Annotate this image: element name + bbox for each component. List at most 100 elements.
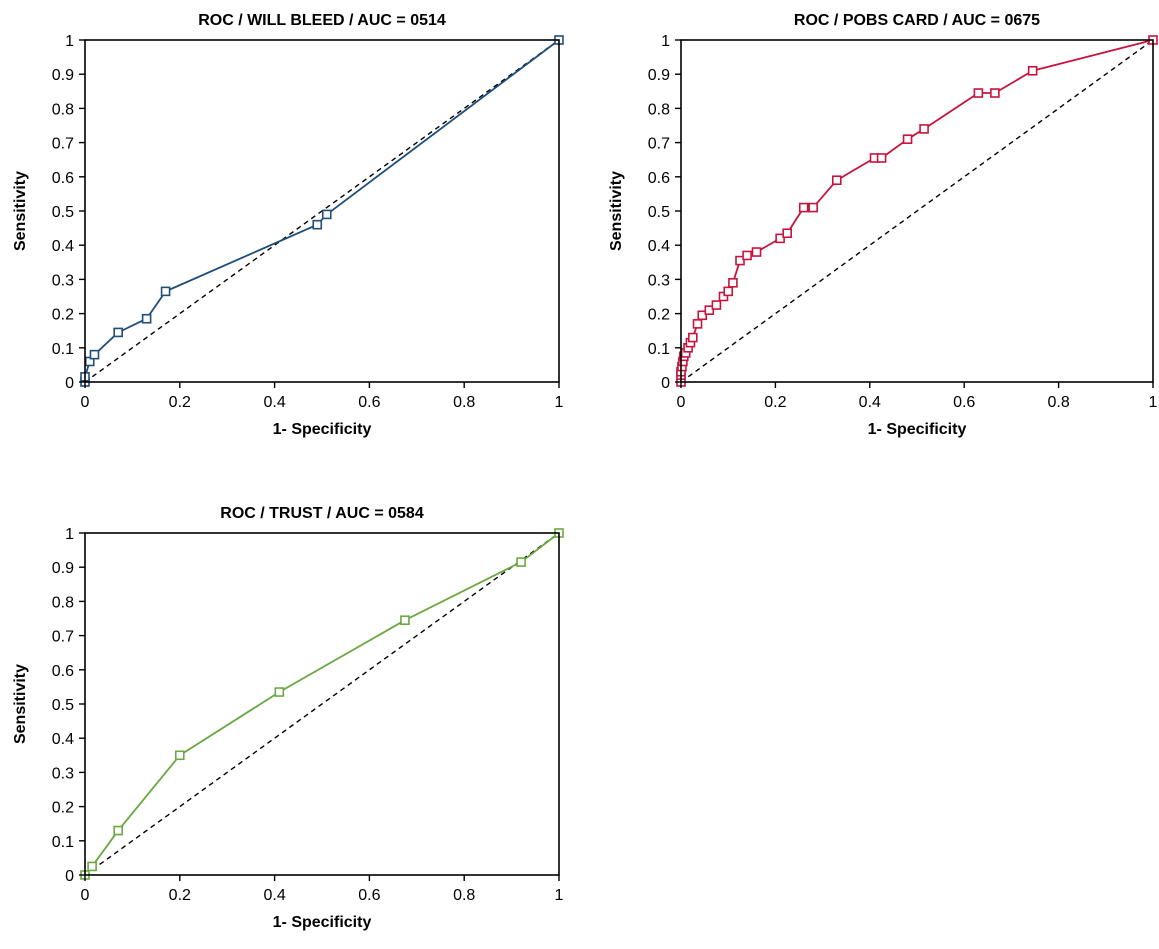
x-tick-label: 0	[81, 887, 90, 904]
roc-point	[274, 687, 285, 697]
roc-point	[735, 255, 745, 266]
y-tick-label: 0.7	[52, 136, 74, 153]
reference-diagonal-line	[84, 532, 560, 876]
roc-point	[751, 247, 762, 257]
roc-point	[1027, 65, 1038, 76]
x-tick-label: 0.4	[263, 394, 285, 411]
roc-point	[919, 124, 929, 134]
roc-point	[902, 134, 913, 144]
chart-panels: ROC / WILL BLEED / AUC = 0514 0 0.2 0.4 0.6 0…	[12, 12, 1158, 931]
roc-point	[711, 300, 722, 310]
y-tick-label: 0.8	[648, 101, 670, 118]
x-tick-label: 0.4	[859, 394, 881, 411]
x-tick-label: 0.6	[358, 394, 380, 411]
y-tick-label: 0.1	[52, 834, 74, 851]
roc-point	[798, 202, 809, 213]
y-tick-label: 1	[65, 526, 74, 543]
roc-point	[742, 250, 752, 261]
roc-point	[973, 88, 984, 98]
y-tick-label: 0.3	[52, 272, 74, 289]
y-axis-label: Sensitivity	[12, 171, 29, 251]
x-tick-label: 1	[1149, 394, 1158, 411]
x-tick-label: 0	[677, 394, 686, 411]
y-tick-label: 0.3	[52, 765, 74, 782]
x-tick-label: 0.2	[169, 887, 191, 904]
chart-title: ROC / WILL BLEED / AUC = 0514	[198, 12, 446, 29]
roc-curve-line	[84, 39, 560, 382]
roc-point	[87, 861, 97, 872]
x-axis-label: 1- Specificity	[273, 421, 372, 438]
roc-point	[113, 825, 123, 836]
x-tick-label: 1	[555, 394, 564, 411]
y-axis-label: Sensitivity	[608, 171, 625, 251]
y-tick-label: 0.8	[52, 594, 74, 611]
y-tick-label: 0	[65, 375, 74, 392]
roc-curve-line	[84, 532, 560, 876]
roc-point	[175, 750, 185, 761]
roc-point	[687, 332, 698, 343]
x-tick-label: 0.6	[953, 394, 975, 411]
y-tick-label: 0.6	[52, 663, 74, 680]
roc-point	[160, 286, 171, 297]
y-tick-label: 0.6	[648, 170, 670, 187]
y-tick-label: 0.9	[52, 67, 74, 84]
y-tick-label: 0.5	[52, 697, 74, 714]
x-tick-label: 0.2	[764, 394, 786, 411]
roc-point	[141, 313, 152, 324]
roc-point	[728, 278, 738, 288]
y-tick-label: 0.9	[648, 67, 670, 84]
roc-panel: ROC / POBS CARD / AUC = 0675 0 0.2 0.4 0.6 0.…	[608, 12, 1158, 438]
y-tick-label: 0.2	[52, 307, 74, 324]
y-tick-label: 0.5	[52, 204, 74, 221]
y-tick-label: 0.2	[648, 307, 670, 324]
y-tick-label: 0.7	[648, 136, 670, 153]
roc-panel: ROC / TRUST / AUC = 0584 0 0.2 0.4 0.6 0.8 1 0 0…	[12, 505, 564, 931]
y-tick-label: 0.1	[648, 341, 670, 358]
y-tick-label: 0.4	[648, 238, 670, 255]
roc-point	[723, 286, 734, 297]
roc-point	[704, 305, 715, 315]
roc-point	[831, 175, 842, 186]
x-tick-label: 0.8	[453, 887, 475, 904]
roc-point	[113, 327, 123, 338]
roc-point	[692, 319, 703, 329]
x-axis-label: 1- Specificity	[273, 914, 372, 931]
y-tick-label: 0	[65, 868, 74, 885]
x-tick-label: 0.4	[263, 887, 285, 904]
y-tick-label: 0.9	[52, 560, 74, 577]
x-tick-label: 0	[81, 394, 90, 411]
y-tick-label: 0.5	[648, 204, 670, 221]
y-tick-label: 0.2	[52, 800, 74, 817]
chart-title: ROC / TRUST / AUC = 0584	[220, 505, 424, 522]
x-tick-label: 0.8	[1047, 394, 1069, 411]
y-tick-label: 1	[661, 33, 670, 50]
x-tick-label: 0.2	[169, 394, 191, 411]
y-tick-label: 1	[65, 33, 74, 50]
y-tick-label: 0.6	[52, 170, 74, 187]
x-tick-label: 0.8	[453, 394, 475, 411]
x-axis-label: 1- Specificity	[868, 421, 967, 438]
roc-point	[89, 349, 100, 360]
reference-diagonal-line	[680, 39, 1154, 383]
roc-point	[782, 228, 793, 239]
chart-title: ROC / POBS CARD / AUC = 0675	[794, 12, 1040, 29]
y-tick-label: 0.4	[52, 238, 74, 255]
y-tick-label: 0	[661, 375, 670, 392]
roc-point	[516, 557, 526, 567]
roc-point	[400, 615, 410, 626]
roc-point	[775, 233, 785, 244]
roc-point	[321, 209, 332, 220]
x-tick-label: 1	[555, 887, 564, 904]
y-tick-label: 0.3	[648, 272, 670, 289]
x-tick-label: 0.6	[358, 887, 380, 904]
y-tick-label: 0.1	[52, 341, 74, 358]
y-tick-label: 0.7	[52, 629, 74, 646]
roc-panel: ROC / WILL BLEED / AUC = 0514 0 0.2 0.4 0.6 0…	[12, 12, 564, 438]
roc-point	[876, 153, 887, 163]
roc-point	[312, 219, 323, 230]
y-axis-label: Sensitivity	[12, 664, 29, 744]
roc-point	[697, 310, 708, 321]
y-tick-label: 0.4	[52, 731, 74, 748]
y-tick-label: 0.8	[52, 101, 74, 118]
